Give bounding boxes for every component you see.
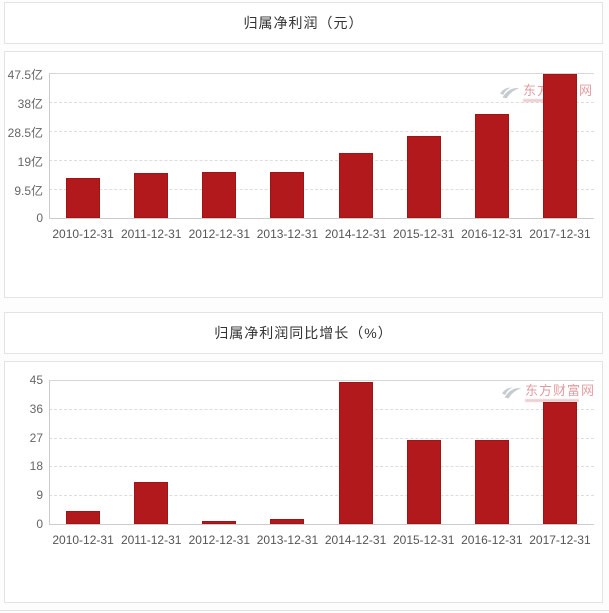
bar-2011-12-31 — [134, 173, 169, 218]
x-axis-line — [49, 218, 594, 219]
x-axis-label: 2014-12-31 — [324, 533, 387, 547]
bar-2011-12-31 — [134, 482, 169, 524]
net-profit-plot-box: 东方财富网 09.5亿19亿28.5亿38亿47.5亿2010-12-31201… — [4, 51, 603, 298]
eastmoney-logo-icon — [501, 387, 522, 399]
gridline — [49, 408, 594, 410]
gridline — [49, 102, 594, 103]
x-axis-label: 2015-12-31 — [392, 227, 455, 241]
y-tick-label: 0 — [36, 211, 43, 225]
net-profit-chart-title: 归属净利润（元） — [243, 15, 364, 31]
y-tick-label: 9 — [36, 488, 43, 503]
eastmoney-watermark-text: 东方财富网 — [524, 383, 595, 398]
bar-2014-12-31 — [338, 382, 373, 524]
net-profit-panel-header: 归属净利润（元） — [4, 2, 603, 44]
net-profit-bar-chart: 东方财富网 09.5亿19亿28.5亿38亿47.5亿2010-12-31201… — [5, 52, 602, 297]
y-tick-label: 19亿 — [17, 155, 43, 169]
gridline — [49, 131, 594, 132]
profit-growth-panel-header: 归属净利润同比增长（%） — [4, 312, 603, 354]
x-axis-label: 2013-12-31 — [256, 227, 319, 241]
x-axis-label: 2016-12-31 — [461, 533, 523, 547]
y-tick-label: 9.5亿 — [14, 184, 43, 198]
x-axis-label: 2017-12-31 — [529, 227, 591, 241]
gridline — [49, 495, 594, 497]
gridline — [49, 437, 594, 439]
bar-2016-12-31 — [474, 440, 509, 524]
y-tick-label: 45 — [29, 373, 43, 387]
x-axis-label: 2013-12-31 — [256, 533, 319, 547]
y-tick-label: 28.5亿 — [7, 126, 43, 140]
profit-growth-plot-box: 东方财富网 0 9 18 27 36 45 2010-12-31 2011-12-31 2012… — [4, 361, 603, 603]
y-tick-label: 27 — [29, 430, 43, 445]
x-axis-label: 2010-12-31 — [52, 533, 114, 547]
x-axis-label: 2014-12-31 — [324, 227, 387, 241]
x-axis-label: 2017-12-31 — [529, 533, 591, 547]
eastmoney-watermark: 东方财富网 — [501, 383, 595, 402]
bar-2012-12-31 — [202, 172, 237, 218]
profit-growth-chart-title: 归属净利润同比增长（%） — [214, 325, 393, 341]
bar-2013-12-31 — [270, 519, 305, 524]
next-panel-top-border — [0, 610, 609, 611]
bar-2017-12-31 — [542, 74, 577, 218]
gridline — [49, 189, 594, 190]
eastmoney-logo-icon — [499, 87, 520, 99]
y-tick-label: 47.5亿 — [7, 68, 43, 82]
bar-2012-12-31 — [202, 521, 237, 524]
bar-2015-12-31 — [406, 440, 441, 524]
bar-2010-12-31 — [66, 511, 101, 524]
bar-2015-12-31 — [406, 136, 441, 218]
x-axis-label: 2012-12-31 — [188, 227, 250, 241]
gridline — [49, 466, 594, 468]
y-axis-line — [49, 380, 50, 524]
y-axis-line — [49, 73, 50, 218]
gridline — [49, 160, 594, 161]
x-axis-label: 2011-12-31 — [120, 533, 182, 547]
y-tick-label: 36 — [29, 401, 43, 416]
gridline — [49, 380, 594, 381]
profit-growth-bar-chart: 东方财富网 0 9 18 27 36 45 2010-12-31 2011-12-31 2012… — [5, 362, 602, 602]
x-axis-label: 2015-12-31 — [392, 533, 455, 547]
bar-2010-12-31 — [66, 178, 101, 218]
bar-2013-12-31 — [270, 172, 305, 218]
x-axis-label: 2016-12-31 — [461, 227, 523, 241]
gridline — [49, 73, 594, 74]
x-axis-label: 2011-12-31 — [120, 227, 182, 241]
y-tick-label: 0 — [36, 517, 43, 531]
bar-2017-12-31 — [542, 402, 577, 524]
x-axis-label: 2012-12-31 — [188, 533, 250, 547]
bar-2014-12-31 — [338, 153, 373, 218]
x-axis-line — [49, 524, 594, 525]
y-tick-label: 18 — [29, 459, 43, 474]
y-tick-label: 38亿 — [17, 97, 43, 111]
eastmoney-watermark-text-wrap: 东方财富网 — [524, 383, 595, 402]
bar-2016-12-31 — [474, 114, 509, 218]
x-axis-label: 2010-12-31 — [52, 227, 114, 241]
